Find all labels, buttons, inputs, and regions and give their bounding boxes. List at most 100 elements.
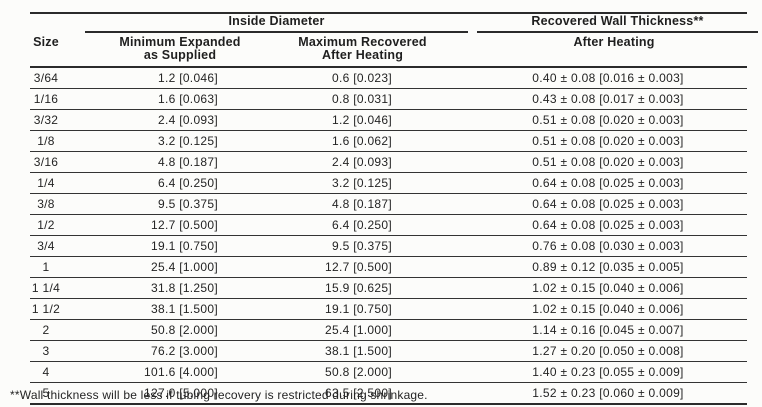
group-header-recovered-wall: Recovered Wall Thickness** xyxy=(455,13,758,33)
max-recovered-cell: 6.4 [0.250] xyxy=(270,214,455,236)
min-expanded-cell: 9.5 [0.375] xyxy=(90,193,270,215)
wall-thickness-cell: 1.02 ± 0.15 [0.040 ± 0.006] xyxy=(455,277,747,299)
max-recovered-cell: 9.5 [0.375] xyxy=(270,235,455,257)
max-recovered-label-line1: Maximum Recovered xyxy=(298,35,427,49)
wall-thickness-cell: 1.40 ± 0.23 [0.055 ± 0.009] xyxy=(455,361,747,383)
table-row: 1/4 6.4 [0.250] 3.2 [0.125] 0.64 ± 0.08 … xyxy=(30,172,747,194)
size-cell: 1/8 xyxy=(30,130,90,152)
column-header-after-heating: After Heating xyxy=(455,33,747,68)
wall-thickness-cell: 0.89 ± 0.12 [0.035 ± 0.005] xyxy=(455,256,747,278)
table-row: 4 101.6 [4.000] 50.8 [2.000] 1.40 ± 0.23… xyxy=(30,361,747,383)
tubing-dimensions-table: Inside Diameter Recovered Wall Thickness… xyxy=(30,12,758,405)
min-expanded-cell: 2.4 [0.093] xyxy=(90,109,270,131)
max-recovered-label-line2: After Heating xyxy=(321,47,404,62)
wall-thickness-cell: 0.64 ± 0.08 [0.025 ± 0.003] xyxy=(455,193,747,215)
min-expanded-cell: 6.4 [0.250] xyxy=(90,172,270,194)
max-recovered-cell: 50.8 [2.000] xyxy=(270,361,455,383)
min-expanded-cell: 38.1 [1.500] xyxy=(90,298,270,320)
table-row: 2 50.8 [2.000] 25.4 [1.000] 1.14 ± 0.16 … xyxy=(30,319,747,341)
group-header-row: Inside Diameter Recovered Wall Thickness… xyxy=(30,13,758,33)
group-header-inside-diameter: Inside Diameter xyxy=(85,13,468,33)
size-cell: 3/8 xyxy=(30,193,90,215)
wall-thickness-cell: 0.51 ± 0.08 [0.020 ± 0.003] xyxy=(455,109,747,131)
size-cell: 3/16 xyxy=(30,151,90,173)
max-recovered-cell: 2.4 [0.093] xyxy=(270,151,455,173)
table-row: 5 127.0 [5.000] 63.5 [2.500] 1.52 ± 0.23… xyxy=(30,382,747,405)
max-recovered-cell: 19.1 [0.750] xyxy=(270,298,455,320)
max-recovered-cell: 63.5 [2.500] xyxy=(270,382,455,405)
table-body: 3/64 1.2 [0.046] 0.6 [0.023] 0.40 ± 0.08… xyxy=(30,67,747,405)
table-row: 3/8 9.5 [0.375] 4.8 [0.187] 0.64 ± 0.08 … xyxy=(30,193,747,215)
table-row: 1 25.4 [1.000] 12.7 [0.500] 0.89 ± 0.12 … xyxy=(30,256,747,278)
wall-thickness-cell: 1.27 ± 0.20 [0.050 ± 0.008] xyxy=(455,340,747,362)
min-expanded-cell: 12.7 [0.500] xyxy=(90,214,270,236)
size-cell: 1/16 xyxy=(30,88,90,110)
max-recovered-cell: 25.4 [1.000] xyxy=(270,319,455,341)
table-row: 1 1/4 31.8 [1.250] 15.9 [0.625] 1.02 ± 0… xyxy=(30,277,747,299)
inside-diameter-group-label: Inside Diameter xyxy=(85,14,468,33)
min-expanded-cell: 127.0 [5.000] xyxy=(90,382,270,405)
table-row: 3/64 1.2 [0.046] 0.6 [0.023] 0.40 ± 0.08… xyxy=(30,67,747,89)
header-corner-cell xyxy=(30,13,90,33)
wall-thickness-cell: 0.43 ± 0.08 [0.017 ± 0.003] xyxy=(455,88,747,110)
column-header-size: Size xyxy=(30,33,90,68)
min-expanded-cell: 76.2 [3.000] xyxy=(90,340,270,362)
table-row: 1/16 1.6 [0.063] 0.8 [0.031] 0.43 ± 0.08… xyxy=(30,88,747,110)
wall-thickness-cell: 0.64 ± 0.08 [0.025 ± 0.003] xyxy=(455,172,747,194)
max-recovered-cell: 1.2 [0.046] xyxy=(270,109,455,131)
max-recovered-cell: 3.2 [0.125] xyxy=(270,172,455,194)
size-cell: 1/2 xyxy=(30,214,90,236)
size-cell: 1 1/2 xyxy=(30,298,90,320)
wall-thickness-cell: 1.02 ± 0.15 [0.040 ± 0.006] xyxy=(455,298,747,320)
min-expanded-label-line1: Minimum Expanded xyxy=(119,35,241,49)
max-recovered-cell: 38.1 [1.500] xyxy=(270,340,455,362)
max-recovered-cell: 12.7 [0.500] xyxy=(270,256,455,278)
table-row: 1 1/2 38.1 [1.500] 19.1 [0.750] 1.02 ± 0… xyxy=(30,298,747,320)
max-recovered-cell: 0.8 [0.031] xyxy=(270,88,455,110)
max-recovered-cell: 15.9 [0.625] xyxy=(270,277,455,299)
table-row: 3 76.2 [3.000] 38.1 [1.500] 1.27 ± 0.20 … xyxy=(30,340,747,362)
table-row: 3/16 4.8 [0.187] 2.4 [0.093] 0.51 ± 0.08… xyxy=(30,151,747,173)
size-cell: 3 xyxy=(30,340,90,362)
wall-thickness-cell: 0.51 ± 0.08 [0.020 ± 0.003] xyxy=(455,130,747,152)
min-expanded-cell: 4.8 [0.187] xyxy=(90,151,270,173)
column-header-max-recovered: Maximum Recovered After Heating xyxy=(270,33,455,68)
table-row: 3/32 2.4 [0.093] 1.2 [0.046] 0.51 ± 0.08… xyxy=(30,109,747,131)
max-recovered-cell: 1.6 [0.062] xyxy=(270,130,455,152)
size-cell: 3/4 xyxy=(30,235,90,257)
wall-thickness-cell: 1.14 ± 0.16 [0.045 ± 0.007] xyxy=(455,319,747,341)
table-row: 1/8 3.2 [0.125] 1.6 [0.062] 0.51 ± 0.08 … xyxy=(30,130,747,152)
size-cell: 2 xyxy=(30,319,90,341)
table-row: 1/2 12.7 [0.500] 6.4 [0.250] 0.64 ± 0.08… xyxy=(30,214,747,236)
table-row: 3/4 19.1 [0.750] 9.5 [0.375] 0.76 ± 0.08… xyxy=(30,235,747,257)
wall-thickness-cell: 0.40 ± 0.08 [0.016 ± 0.003] xyxy=(455,67,747,89)
size-cell: 1/4 xyxy=(30,172,90,194)
wall-thickness-cell: 1.52 ± 0.23 [0.060 ± 0.009] xyxy=(455,382,747,405)
size-cell: 3/32 xyxy=(30,109,90,131)
min-expanded-cell: 25.4 [1.000] xyxy=(90,256,270,278)
column-header-row: Size Minimum Expanded as Supplied Maximu… xyxy=(30,33,747,68)
size-cell: 1 xyxy=(30,256,90,278)
min-expanded-cell: 19.1 [0.750] xyxy=(90,235,270,257)
recovered-wall-group-label: Recovered Wall Thickness** xyxy=(477,14,758,33)
min-expanded-cell: 50.8 [2.000] xyxy=(90,319,270,341)
wall-thickness-cell: 0.51 ± 0.08 [0.020 ± 0.003] xyxy=(455,151,747,173)
wall-thickness-cell: 0.76 ± 0.08 [0.030 ± 0.003] xyxy=(455,235,747,257)
column-header-min-expanded: Minimum Expanded as Supplied xyxy=(90,33,270,68)
min-expanded-label-line2: as Supplied xyxy=(143,47,217,62)
wall-thickness-footnote: **Wall thickness will be less if tubing … xyxy=(10,388,428,402)
min-expanded-cell: 3.2 [0.125] xyxy=(90,130,270,152)
max-recovered-cell: 0.6 [0.023] xyxy=(270,67,455,89)
max-recovered-cell: 4.8 [0.187] xyxy=(270,193,455,215)
size-cell: 5 xyxy=(30,382,90,405)
wall-thickness-cell: 0.64 ± 0.08 [0.025 ± 0.003] xyxy=(455,214,747,236)
size-cell: 4 xyxy=(30,361,90,383)
min-expanded-cell: 1.2 [0.046] xyxy=(90,67,270,89)
table-header: Inside Diameter Recovered Wall Thickness… xyxy=(30,13,758,68)
size-cell: 1 1/4 xyxy=(30,277,90,299)
min-expanded-cell: 31.8 [1.250] xyxy=(90,277,270,299)
min-expanded-cell: 1.6 [0.063] xyxy=(90,88,270,110)
size-cell: 3/64 xyxy=(30,67,90,89)
min-expanded-cell: 101.6 [4.000] xyxy=(90,361,270,383)
